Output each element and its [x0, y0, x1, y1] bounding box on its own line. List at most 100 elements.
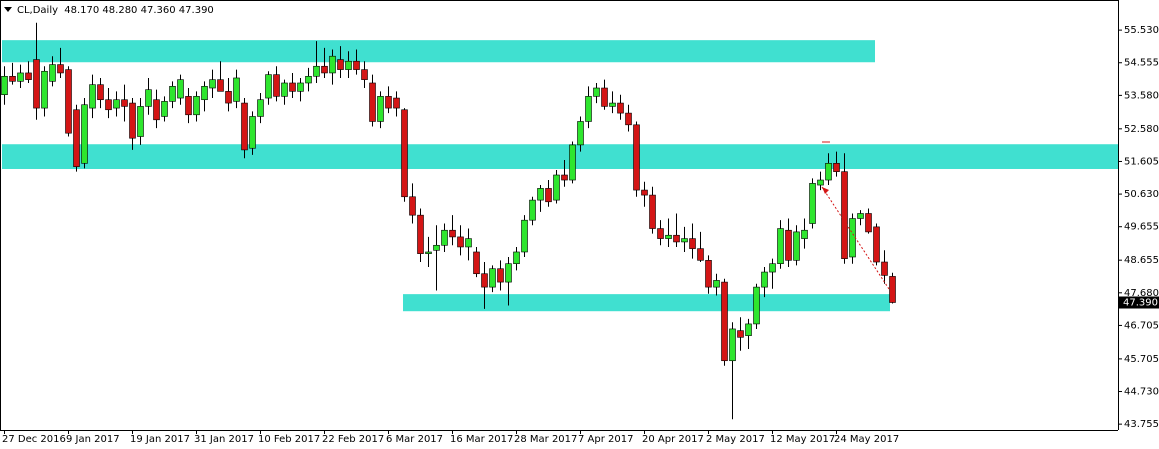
candle-body [97, 84, 104, 101]
candle-body [153, 99, 160, 121]
candle-body [417, 214, 424, 254]
candle-body [689, 238, 696, 249]
x-tick-label: 10 Feb 2017 [258, 434, 320, 445]
candle-body [465, 238, 472, 248]
y-tick-label: 55.530 [1124, 25, 1159, 36]
candle-body [81, 104, 88, 164]
candle-body [281, 82, 288, 97]
candle-body [457, 236, 464, 248]
candle-body [817, 179, 824, 186]
candle-body [697, 248, 704, 261]
candle-body [321, 65, 328, 74]
candle-body [265, 74, 272, 99]
price-marker [1118, 296, 1159, 309]
candle-body [105, 99, 112, 111]
candle-body [145, 89, 152, 107]
price-marker-label: 47.390 [1123, 298, 1158, 309]
candle-body [345, 60, 352, 70]
candle-body [745, 323, 752, 336]
candle-body [57, 64, 64, 74]
x-tick-label: 2 May 2017 [706, 434, 765, 445]
candle-body [217, 79, 224, 92]
candle-body [73, 109, 80, 167]
candle-body [305, 75, 312, 84]
open-label: 48.170 [64, 5, 99, 16]
candle-body [609, 102, 616, 107]
y-tick-label: 53.580 [1124, 90, 1159, 101]
candle-body [401, 109, 408, 198]
x-tick-label: 7 Apr 2017 [578, 434, 633, 445]
candle-body [793, 231, 800, 261]
zones [2, 40, 1118, 312]
candle-body [169, 86, 176, 102]
candle-body [737, 330, 744, 338]
candle-body [585, 96, 592, 122]
x-tick-label: 19 Jan 2017 [130, 434, 190, 445]
candle-body [385, 96, 392, 109]
x-tick-label: 28 Mar 2017 [514, 434, 577, 445]
candle-body [425, 251, 432, 254]
chart-header: CL,Daily 48.170 48.280 47.360 47.390 [17, 5, 214, 16]
candle-body [481, 273, 488, 288]
candle-body [377, 96, 384, 122]
candle-body [673, 234, 680, 243]
candle-body [129, 102, 136, 139]
candles [1, 22, 896, 420]
x-tick-label: 6 Mar 2017 [386, 434, 443, 445]
candle-body [769, 263, 776, 273]
x-tick-label: 24 May 2017 [834, 434, 899, 445]
candle-body [249, 116, 256, 149]
y-tick-label: 48.655 [1124, 255, 1159, 266]
candle-body [193, 96, 200, 116]
candle-body [497, 268, 504, 283]
candle-body [641, 189, 648, 196]
candle-body [41, 70, 48, 109]
candle-body [577, 121, 584, 146]
candle-body [433, 244, 440, 251]
candle-body [753, 286, 760, 325]
x-tick-label: 16 Mar 2017 [450, 434, 513, 445]
candle-body [177, 79, 184, 99]
candle-body [121, 99, 128, 107]
candle-body [489, 268, 496, 288]
x-tick-label: 12 May 2017 [770, 434, 835, 445]
candle-body [657, 228, 664, 239]
candle-body [705, 260, 712, 288]
x-tick-label: 20 Apr 2017 [642, 434, 704, 445]
candle-body [185, 96, 192, 116]
x-tick-label: 27 Dec 2016 [2, 434, 66, 445]
candle-body [113, 99, 120, 109]
candle-body [337, 59, 344, 70]
candle-body [729, 328, 736, 362]
candle-body [313, 65, 320, 77]
candle-body [137, 106, 144, 137]
x-tick-label: 31 Jan 2017 [194, 434, 254, 445]
candle-body [545, 188, 552, 203]
y-tick-label: 52.580 [1124, 124, 1159, 135]
candle-body [409, 196, 416, 216]
candle-body [561, 174, 568, 181]
candle-body [161, 101, 168, 117]
candle-body [473, 251, 480, 275]
candle-body [625, 112, 632, 126]
candle-body [361, 69, 368, 80]
y-tick-label: 46.705 [1124, 320, 1159, 331]
menu-triangle [4, 7, 12, 12]
candle-body [449, 229, 456, 238]
candle-body [9, 75, 16, 82]
low-label: 47.360 [141, 5, 176, 16]
candle-body [873, 226, 880, 263]
candle-body [665, 234, 672, 239]
candle-body [553, 174, 560, 201]
candle-body [833, 162, 840, 172]
zone [403, 294, 890, 312]
candle-body [569, 144, 576, 181]
candle-body [209, 79, 216, 89]
candle-body [49, 64, 56, 82]
candle-body [777, 228, 784, 264]
candle-body [513, 251, 520, 264]
candle-body [785, 229, 792, 261]
y-tick-label: 47.680 [1124, 288, 1159, 299]
candle-body [369, 82, 376, 122]
